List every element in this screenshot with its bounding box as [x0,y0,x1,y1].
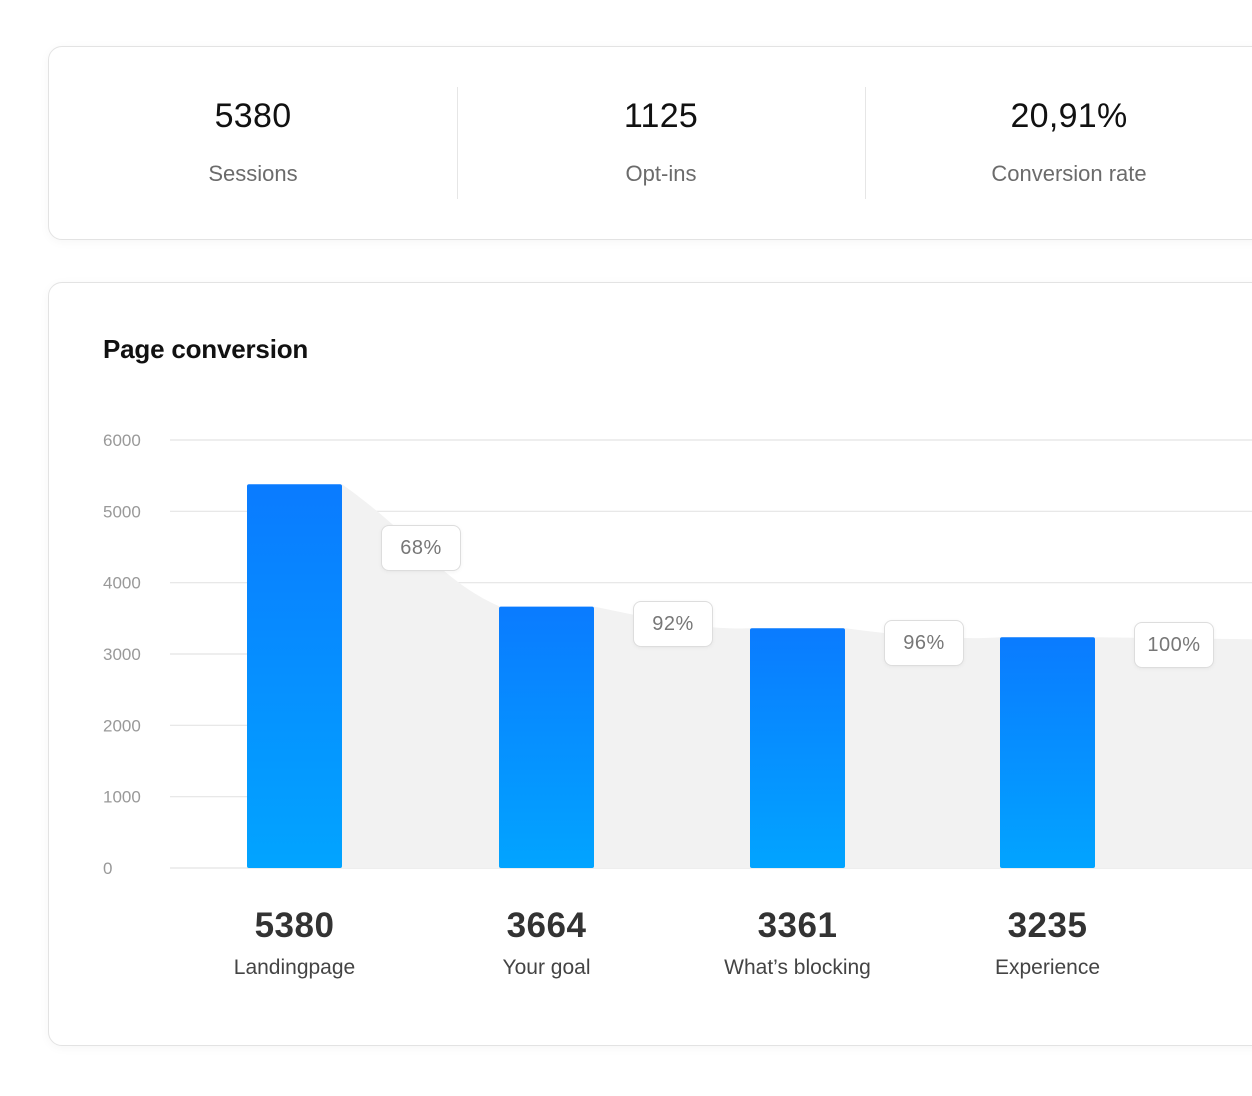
y-tick-label: 2000 [103,716,141,735]
stat-divider [457,87,458,199]
stat-value: 20,91% [1010,97,1128,135]
category-label: Landingpage [233,956,356,979]
bar-experience [1000,637,1095,868]
stats-card: 5380 Sessions 1125 Opt-ins 20,91% Conver… [48,46,1252,240]
bar-your-goal [499,606,594,868]
stat-sessions: 5380 Sessions [49,47,457,239]
category-value: 3361 [757,906,838,945]
stat-opt-ins: 1125 Opt-ins [457,47,865,239]
conversion-rate-badge: 68% [381,525,461,571]
category-value: 3664 [506,906,587,945]
y-tick-label: 4000 [103,574,141,593]
category-label: What’s blocking [724,956,871,979]
stat-conversion-rate: 20,91% Conversion rate [865,47,1252,239]
stat-value: 5380 [214,97,292,135]
conversion-rate-badge: 92% [633,601,713,647]
category-label: Your goal [502,956,591,979]
y-tick-label: 3000 [103,645,141,664]
stat-label: Conversion rate [991,161,1147,186]
conversion-rate-badge: 96% [884,620,964,666]
y-tick-label: 0 [103,859,112,878]
y-tick-label: 6000 [103,431,141,450]
y-tick-label: 1000 [103,788,141,807]
stat-divider [865,87,866,199]
bar-what-s-blocking [750,628,845,868]
conversion-rate-badge: 100% [1134,622,1214,668]
stat-value: 1125 [623,97,699,135]
category-value: 3235 [1007,906,1088,945]
stat-label: Sessions [208,161,298,186]
y-tick-label: 5000 [103,502,141,521]
stat-label: Opt-ins [625,161,697,186]
bar-landingpage [247,484,342,868]
category-label: Experience [994,956,1101,979]
chart-title: Page conversion [103,334,309,364]
category-value: 5380 [254,906,335,945]
